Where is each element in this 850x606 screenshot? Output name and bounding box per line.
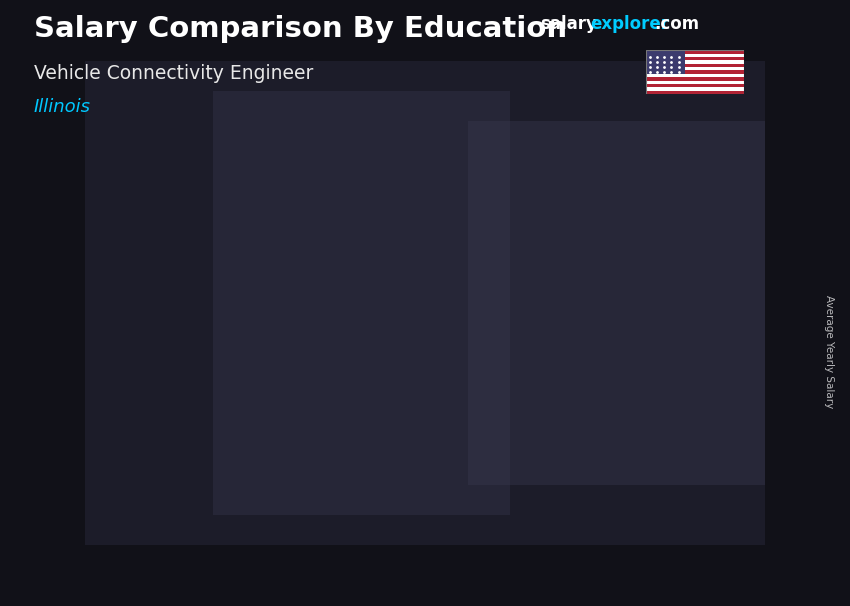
Bar [103,383,110,521]
Bar [646,67,744,70]
Text: 133,000 USD: 133,000 USD [620,233,706,245]
Bar [468,121,765,485]
Bar [616,253,710,521]
Text: salary: salary [540,15,597,33]
Text: +43%: +43% [377,273,439,292]
Bar [646,64,744,67]
Bar [276,372,370,521]
Bar [699,253,706,521]
Text: .com: .com [654,15,700,33]
Bar [646,57,744,61]
Text: explorer: explorer [590,15,669,33]
Text: Average Yearly Salary: Average Yearly Salary [824,295,834,408]
Text: 106,000 USD: 106,000 USD [450,287,536,300]
Bar [443,307,450,521]
Bar [85,61,765,545]
Bar [616,5,710,274]
Text: Salary Comparison By Education: Salary Comparison By Education [34,15,567,43]
Bar [646,84,744,87]
Bar [359,372,366,521]
Bar [646,50,685,74]
Text: Illinois: Illinois [34,98,91,116]
Bar [646,70,744,74]
Bar [646,54,744,57]
Bar [106,256,200,394]
Bar [646,81,744,84]
Text: +8%: +8% [213,320,263,339]
Bar [646,77,744,81]
Text: 68,400 USD: 68,400 USD [114,363,192,376]
Bar [646,90,744,94]
Bar [446,110,540,324]
Bar [106,383,200,521]
Bar [646,74,744,77]
Bar [529,307,536,521]
Text: 73,800 USD: 73,800 USD [284,352,362,365]
Text: Vehicle Connectivity Engineer: Vehicle Connectivity Engineer [34,64,314,82]
Bar [646,50,744,54]
Bar [646,61,744,64]
Bar [212,91,510,515]
Bar [446,307,540,521]
Bar [189,383,196,521]
Bar [273,372,280,521]
Text: +26%: +26% [547,229,609,248]
Bar [276,235,370,384]
Bar [646,87,744,90]
Bar [613,253,620,521]
